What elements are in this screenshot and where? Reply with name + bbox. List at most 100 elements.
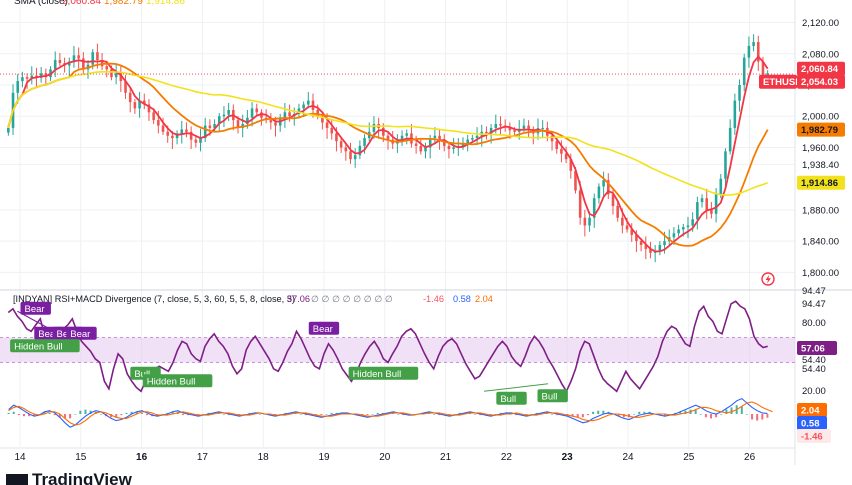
price-tag-sma-fast-bg [797, 61, 845, 76]
candle-body [171, 135, 174, 139]
candle-body [522, 125, 526, 129]
candle-body [691, 219, 694, 226]
candle-body [302, 104, 305, 109]
candle-body [672, 233, 676, 238]
price-tag-last-bg [797, 74, 845, 89]
brand-text: TradingView [32, 470, 132, 485]
macd-histogram-bar [756, 414, 759, 421]
macd-histogram-bar [299, 414, 302, 415]
macd-histogram-bar [453, 414, 456, 415]
candle-body [733, 100, 737, 128]
macd-histogram-bar [371, 414, 374, 415]
candle-body [128, 92, 132, 103]
indicator-tag-band: 54.40 [802, 355, 826, 366]
x-tick-label-21: 21 [440, 452, 452, 463]
header-legend: SMA (close)2,060.84 1,982.79 1,914.86 [14, 0, 185, 7]
tradingview-watermark: TradingView [6, 470, 166, 485]
candle-body [686, 225, 690, 228]
candle-body [152, 112, 155, 121]
candle-body [564, 153, 568, 160]
macd-histogram-bar [53, 414, 56, 416]
macd-histogram-bar [202, 414, 205, 415]
x-tick-label-17: 17 [197, 452, 209, 463]
price-tag-sma-mid-bg [797, 122, 845, 137]
macd-histogram-bar [766, 414, 769, 418]
macd-histogram-bar [7, 412, 10, 414]
candle-body [96, 52, 99, 60]
candle-body [82, 58, 85, 70]
candle-body [269, 120, 273, 123]
y-tick-label: 2,080.00 [802, 49, 839, 60]
candle-body [527, 125, 530, 131]
candle-body [419, 145, 423, 152]
macd-histogram-bar [84, 409, 87, 414]
candle-body [630, 229, 634, 235]
macd-histogram-bar [146, 414, 149, 416]
y-tick-label: 1,938.40 [802, 160, 839, 171]
indicator-y-tick: 94.47 [802, 299, 826, 310]
candle-body [710, 209, 713, 214]
candle-body [583, 217, 587, 226]
macd-histogram-bar [69, 414, 72, 419]
candle-body [180, 129, 184, 134]
indicator-tag-signal-bg [797, 403, 827, 417]
y-tick-label: 2,120.00 [802, 18, 839, 29]
candle-body [363, 138, 366, 146]
candle-body [91, 52, 95, 65]
candle-body [255, 108, 259, 113]
candle-body [58, 60, 62, 64]
candle-body [494, 124, 498, 128]
indicator-legend-value-4: 0.58 [453, 294, 471, 304]
candle-body [550, 135, 554, 142]
divergence-label-bear-bg [308, 321, 340, 335]
candle-body [592, 198, 596, 218]
candle-body [147, 104, 151, 113]
x-tick-label-22: 22 [501, 452, 513, 463]
candle-body [382, 127, 385, 136]
divergence-label-bull-bg [10, 339, 80, 353]
candle-body [67, 61, 71, 66]
macd-histogram-bar [171, 411, 174, 414]
macd-histogram-bar [694, 409, 697, 414]
price-tag-sma-slow-bg [797, 175, 845, 190]
candle-body [489, 127, 493, 134]
candle-body [742, 57, 746, 85]
x-tick-label-15: 15 [75, 452, 87, 463]
candle-body [157, 120, 160, 126]
candle-body [616, 206, 619, 218]
indicator-y-tick: 94.47 [802, 286, 826, 297]
macd-histogram-bar [638, 411, 641, 414]
candle-body [607, 180, 610, 195]
candle-body [555, 141, 559, 150]
candle-body [438, 135, 441, 140]
candle-body [602, 180, 605, 187]
candle-body [574, 170, 577, 191]
divergence-label-bull: Bull [500, 394, 516, 405]
candle-body [260, 112, 263, 118]
sma-legend-value-1: 2,060.84 [62, 0, 101, 7]
candle-body [433, 135, 437, 139]
candle-body [578, 190, 582, 218]
candle-body [405, 133, 409, 136]
candle-body [611, 194, 615, 207]
candle-body [738, 84, 741, 101]
candle-body [714, 194, 718, 214]
candle-body [358, 145, 362, 156]
x-tick-label-16: 16 [136, 452, 148, 463]
divergence-label-bull: Hidden Bull [147, 376, 196, 387]
macd-histogram-bar [28, 414, 31, 417]
macd-histogram-bar [669, 414, 672, 415]
candle-body [541, 127, 544, 129]
macd-histogram-bar [730, 407, 733, 414]
indicator-tag-hist: -1.46 [801, 432, 823, 443]
macd-histogram-bar [745, 414, 748, 415]
macd-histogram-bar [617, 414, 620, 417]
sma-legend-label: SMA (close) [14, 0, 68, 7]
candle-body [316, 109, 319, 117]
y-tick-label: 1,960.00 [802, 143, 839, 154]
macd-histogram-bar [79, 410, 82, 414]
macd-histogram-bar [633, 414, 636, 415]
candle-body [189, 131, 193, 140]
x-tick-label-14: 14 [14, 452, 26, 463]
